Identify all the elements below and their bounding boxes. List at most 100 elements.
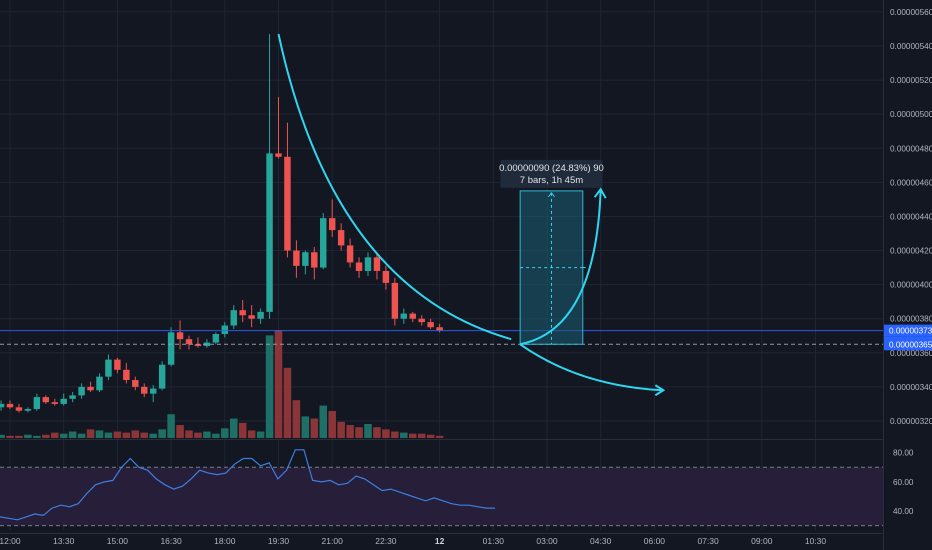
volume-bar xyxy=(68,431,77,438)
candle-body xyxy=(105,359,112,377)
price-tick-label: 0.00000400 xyxy=(890,281,932,290)
time-tick-label: 18:00 xyxy=(214,536,236,546)
candle-body xyxy=(436,327,443,331)
measure-arrowhead xyxy=(548,192,555,198)
measure-tool[interactable]: 0.00000090 (24.83%) 907 bars, 1h 45m xyxy=(499,159,604,345)
last-price-tag: 0.00000373 xyxy=(889,327,932,336)
candle-body xyxy=(42,397,50,403)
candle-body xyxy=(230,310,237,326)
candle-body xyxy=(364,257,372,271)
price-tick-label: 0.00000460 xyxy=(890,178,932,187)
volume-bar xyxy=(167,414,175,438)
candle-body xyxy=(69,395,76,399)
candle-body xyxy=(114,359,121,370)
volume-bar xyxy=(301,416,310,438)
volume-bar xyxy=(337,421,345,438)
down-arrow-head xyxy=(654,384,666,397)
price-tick-label: 0.00000380 xyxy=(890,315,932,324)
candle-body xyxy=(167,332,175,365)
rsi-pane xyxy=(0,466,883,527)
volume-bar xyxy=(185,430,193,438)
volume-bar xyxy=(346,425,354,438)
time-tick-label: 04:30 xyxy=(590,536,612,546)
candle-body xyxy=(123,369,130,381)
candle-body xyxy=(382,270,390,283)
low-price-tag-bg xyxy=(884,338,932,351)
volume-bar xyxy=(435,435,444,438)
rsi-tick-label: 40.00 xyxy=(893,507,914,516)
candle-body xyxy=(221,325,229,335)
volume-bar xyxy=(86,429,95,438)
volume-bars xyxy=(0,330,444,438)
candle-body xyxy=(257,311,264,319)
time-tick-label: 10:30 xyxy=(805,536,827,546)
time-axis[interactable]: 12:00 13:30 15:00 16:30 18:00 19:30 21:00 22:30… xyxy=(0,536,826,546)
volume-bar xyxy=(140,432,149,438)
volume-bar xyxy=(364,423,372,438)
volume-bar xyxy=(221,428,229,438)
time-tick-label: 03:00 xyxy=(536,536,558,546)
rsi-band xyxy=(0,467,883,526)
volume-bar xyxy=(42,434,50,438)
volume-bar xyxy=(95,430,104,438)
time-tick-label: 07:30 xyxy=(697,536,719,546)
price-tick-label: 0.00000480 xyxy=(890,144,932,153)
candle-body xyxy=(0,403,5,408)
time-tick-label: 21:00 xyxy=(322,536,344,546)
candle-body xyxy=(15,407,23,411)
rsi-series xyxy=(0,449,495,521)
last-price-tag-bg xyxy=(884,324,932,337)
volume-bar xyxy=(247,430,256,438)
candle-body xyxy=(60,398,67,404)
volume-bar xyxy=(212,433,220,438)
price-tick-label: 0.00000520 xyxy=(890,76,932,85)
time-tick-label: 15:00 xyxy=(107,536,129,546)
candle-body xyxy=(346,245,354,263)
candlestick-series[interactable] xyxy=(0,34,443,413)
candle-body xyxy=(427,322,434,328)
rsi-line xyxy=(0,449,495,521)
volume-bar xyxy=(194,432,202,438)
candle-body xyxy=(24,409,32,411)
candle-body xyxy=(33,397,41,410)
up-arrow-head xyxy=(593,187,607,199)
rsi-axis: 80.00 60.00 40.00 xyxy=(893,449,914,516)
volume-bar xyxy=(131,430,140,438)
volume-bar xyxy=(59,433,68,438)
candle-body xyxy=(51,402,58,404)
candle-body xyxy=(158,364,166,389)
price-tags: 0.0000037310:100.00000365 xyxy=(884,324,932,351)
volume-bar xyxy=(400,432,408,438)
volume-bar xyxy=(283,367,292,438)
measure-label-line1: 0.00000090 (24.83%) 90 xyxy=(499,163,604,174)
volume-bar xyxy=(373,427,381,438)
volume-bar xyxy=(149,433,157,438)
time-tick-label: 16:30 xyxy=(160,536,182,546)
time-tick-label: 01:30 xyxy=(483,536,505,546)
volume-bar xyxy=(50,432,59,438)
candle-body xyxy=(212,334,220,343)
candle-body xyxy=(248,315,255,319)
price-tick-label: 0.00000320 xyxy=(890,417,932,426)
drawings[interactable] xyxy=(277,33,666,397)
volume-bar xyxy=(24,434,32,438)
volume-bar xyxy=(426,434,435,438)
candle-body xyxy=(302,252,309,266)
measure-label-box xyxy=(500,159,603,188)
candle-body xyxy=(355,262,363,271)
volume-bar xyxy=(33,435,41,438)
candle-body xyxy=(275,153,282,157)
volume-bar xyxy=(176,425,184,438)
price-tick-label: 0.00000420 xyxy=(890,247,932,256)
volume-bar xyxy=(15,435,23,438)
time-tick-label: 19:30 xyxy=(268,536,290,546)
price-axis[interactable]: 0.00000560 0.00000540 0.00000520 0.00000500… xyxy=(884,0,932,550)
volume-bar xyxy=(256,431,265,438)
measure-label-line2: 7 bars, 1h 45m xyxy=(520,175,583,186)
candle-body xyxy=(87,386,94,391)
volume-bar xyxy=(408,433,417,438)
time-tick-label: 06:00 xyxy=(644,536,666,546)
candle-body xyxy=(132,380,139,387)
